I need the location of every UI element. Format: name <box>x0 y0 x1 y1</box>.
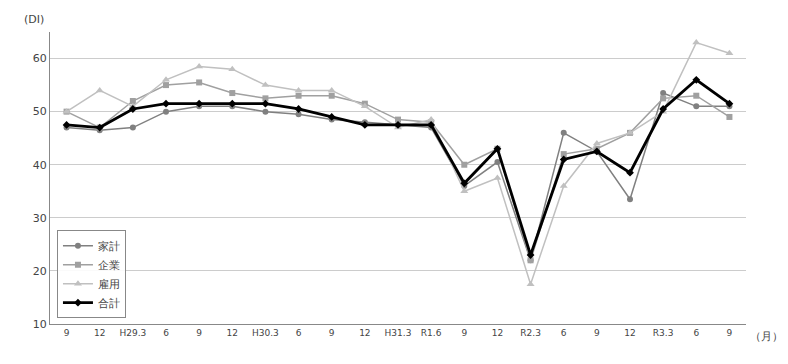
svg-text:6: 6 <box>693 328 699 338</box>
svg-text:60: 60 <box>33 52 47 65</box>
svg-text:6: 6 <box>561 328 567 338</box>
svg-text:50: 50 <box>33 105 47 118</box>
svg-text:40: 40 <box>33 159 47 172</box>
svg-text:雇用: 雇用 <box>98 278 120 291</box>
svg-text:9: 9 <box>727 328 733 338</box>
svg-text:12: 12 <box>227 328 238 338</box>
svg-text:（月）: （月） <box>750 330 783 343</box>
svg-text:R2.3: R2.3 <box>520 328 541 338</box>
svg-text:R3.3: R3.3 <box>653 328 674 338</box>
svg-text:家計: 家計 <box>98 240 120 253</box>
svg-text:12: 12 <box>359 328 370 338</box>
svg-text:30: 30 <box>33 212 47 225</box>
svg-text:合計: 合計 <box>98 297 120 310</box>
svg-text:20: 20 <box>33 265 47 278</box>
svg-text:企業: 企業 <box>98 259 120 272</box>
svg-text:9: 9 <box>64 328 70 338</box>
svg-text:9: 9 <box>329 328 335 338</box>
svg-text:9: 9 <box>594 328 600 338</box>
svg-text:9: 9 <box>461 328 467 338</box>
svg-text:6: 6 <box>296 328 302 338</box>
svg-text:12: 12 <box>94 328 105 338</box>
svg-text:H31.3: H31.3 <box>385 328 412 338</box>
svg-text:12: 12 <box>624 328 635 338</box>
svg-text:12: 12 <box>492 328 503 338</box>
svg-text:H30.3: H30.3 <box>252 328 279 338</box>
svg-text:H29.3: H29.3 <box>119 328 146 338</box>
svg-text:6: 6 <box>163 328 169 338</box>
svg-text:9: 9 <box>196 328 202 338</box>
svg-text:R1.6: R1.6 <box>421 328 442 338</box>
svg-text:(DI): (DI) <box>24 13 44 26</box>
svg-text:10: 10 <box>33 318 47 331</box>
